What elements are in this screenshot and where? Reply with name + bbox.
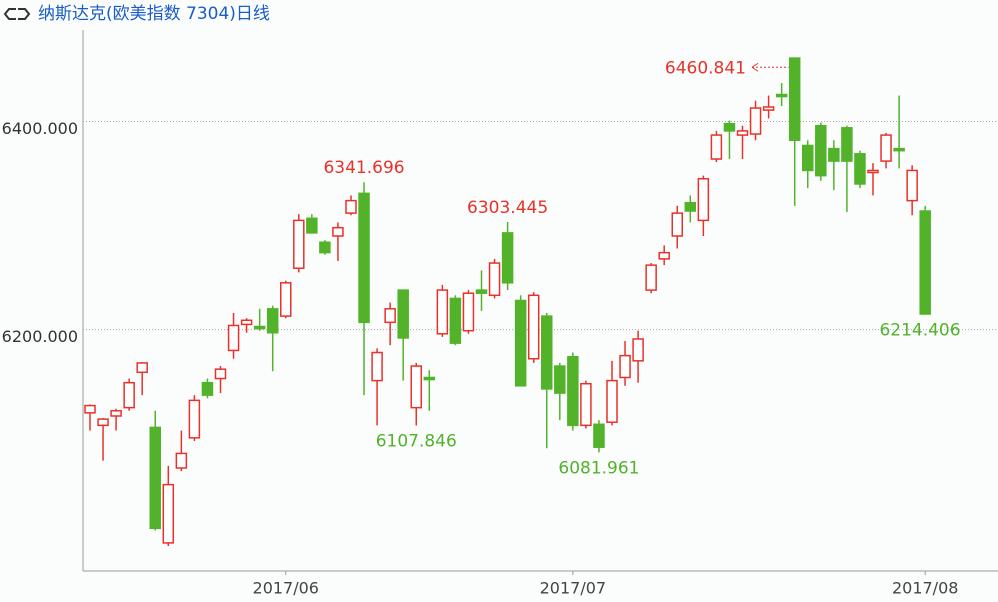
candle-body	[293, 219, 305, 269]
candle-body	[358, 192, 370, 324]
candle-body	[475, 289, 488, 294]
candle-body	[723, 122, 736, 132]
candle-body	[214, 368, 227, 380]
candle-body	[384, 308, 396, 324]
x-tick-label: 2017/07	[540, 579, 606, 598]
candle-body	[580, 382, 592, 427]
candle-body	[410, 365, 422, 409]
candle-body	[84, 404, 96, 414]
candle-body	[645, 264, 657, 291]
candle-body	[867, 169, 879, 174]
candle-body	[201, 381, 214, 396]
annotation: 6460.841	[665, 58, 746, 78]
candle-body	[266, 308, 279, 334]
candle-body	[671, 212, 683, 237]
x-tick-label: 2017/06	[253, 579, 319, 598]
candle-body	[762, 106, 775, 111]
candle-body	[736, 130, 749, 136]
y-tick-label: 6400.000	[2, 119, 78, 138]
candle-body	[919, 210, 931, 315]
candle-body	[306, 217, 318, 234]
x-tick-label: 2017/08	[892, 579, 958, 598]
candle-body	[253, 325, 266, 330]
candle-body	[802, 144, 814, 172]
annotation: 6214.406	[879, 321, 960, 341]
candle-body	[815, 124, 827, 177]
candle-body	[567, 355, 579, 427]
annotation-arrowhead	[751, 62, 759, 72]
candle-body	[280, 282, 292, 317]
candle-body	[488, 262, 501, 297]
annotation: 6081.961	[558, 458, 639, 478]
candle-body	[541, 315, 553, 390]
candle-body	[684, 201, 697, 212]
candle-body	[775, 93, 788, 98]
candle-body	[162, 483, 175, 544]
candle-body	[514, 299, 527, 387]
candle-body	[449, 297, 462, 344]
candle-body	[149, 426, 161, 530]
candle-body	[175, 452, 188, 469]
candle-body	[123, 381, 135, 409]
icon-part	[3, 8, 16, 20]
candle-body	[710, 134, 723, 160]
annotation: 6303.445	[467, 198, 548, 218]
candle-body	[501, 232, 514, 284]
candle-body	[332, 226, 344, 237]
candle-body	[345, 199, 357, 214]
candle-body	[462, 292, 475, 332]
candle-body	[854, 153, 866, 185]
candle-body	[371, 351, 383, 382]
candle-body	[527, 294, 540, 360]
candle-body	[606, 379, 618, 423]
candle-body	[110, 410, 122, 417]
candle-body	[697, 178, 710, 222]
annotation: 6107.846	[376, 432, 457, 452]
candle-body	[880, 134, 892, 162]
candle-body	[397, 289, 409, 339]
chart-title: 纳斯达克(欧美指数 7304)日线	[38, 4, 270, 24]
title-icon	[3, 8, 31, 20]
annotation: 6341.696	[323, 158, 404, 178]
candle-body	[593, 423, 605, 448]
candle-body	[828, 147, 840, 162]
candle-body	[423, 376, 436, 381]
candle-body	[841, 127, 853, 162]
candle-body	[893, 147, 905, 152]
candle-body	[319, 241, 331, 254]
candle-body	[619, 354, 631, 379]
candle-body	[749, 107, 762, 135]
candle-body	[240, 319, 253, 326]
candle-body	[658, 251, 670, 260]
icon-part	[18, 8, 31, 20]
candle-body	[136, 362, 148, 374]
y-tick-label: 6200.000	[2, 327, 78, 346]
candle-body	[97, 418, 109, 427]
candle-body	[188, 399, 201, 439]
candle-body	[436, 289, 449, 335]
candle-body	[632, 338, 644, 362]
candle-body	[906, 169, 918, 202]
candle-body	[788, 57, 801, 142]
candle-body	[227, 324, 240, 352]
candle-body	[554, 365, 566, 394]
